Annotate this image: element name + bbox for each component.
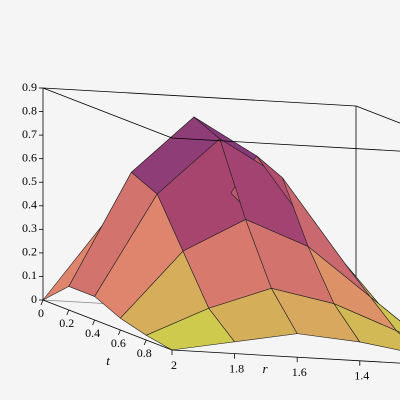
x-tick xyxy=(92,319,95,326)
y-axis-label: r xyxy=(262,361,268,376)
x-tick-label: 0.8 xyxy=(137,346,152,360)
surface-patch xyxy=(396,330,400,335)
y-tick-label: 1.8 xyxy=(229,361,244,375)
x-tick-label: 0 xyxy=(38,306,44,320)
z-tick-label: 0.3 xyxy=(22,221,37,235)
z-tick-label: 0.8 xyxy=(22,103,37,117)
x-tick-label: 0.4 xyxy=(85,326,100,340)
y-tick-label: 1.6 xyxy=(292,365,307,379)
surface-patch xyxy=(333,303,400,351)
y-tick-label: 2 xyxy=(171,358,177,372)
box-edge xyxy=(355,105,400,124)
x-tick xyxy=(66,309,70,316)
x-tick xyxy=(143,339,147,346)
box-edge xyxy=(42,87,173,139)
z-tick-label: 0.7 xyxy=(22,127,37,141)
box-edge xyxy=(171,137,400,152)
surface-patch xyxy=(370,297,400,333)
z-tick-label: 0.9 xyxy=(22,80,37,94)
box-edge xyxy=(42,87,357,107)
y-axis-line xyxy=(171,349,400,364)
y-tick-label: 1.4 xyxy=(354,369,369,383)
z-tick-label: 0.6 xyxy=(22,150,37,164)
z-tick-label: 0.4 xyxy=(22,198,37,212)
x-tick xyxy=(40,299,44,306)
z-tick-label: 0.5 xyxy=(22,174,37,188)
z-tick-label: 0.2 xyxy=(22,245,37,259)
x-tick-label: 0.6 xyxy=(111,336,126,350)
z-tick-label: 0.1 xyxy=(22,268,37,282)
x-tick-label: 0.2 xyxy=(59,316,74,330)
z-tick-label: 0 xyxy=(31,292,37,306)
x-tick xyxy=(118,329,121,336)
x-axis-line xyxy=(42,299,173,351)
x-axis-label: t xyxy=(106,353,110,368)
